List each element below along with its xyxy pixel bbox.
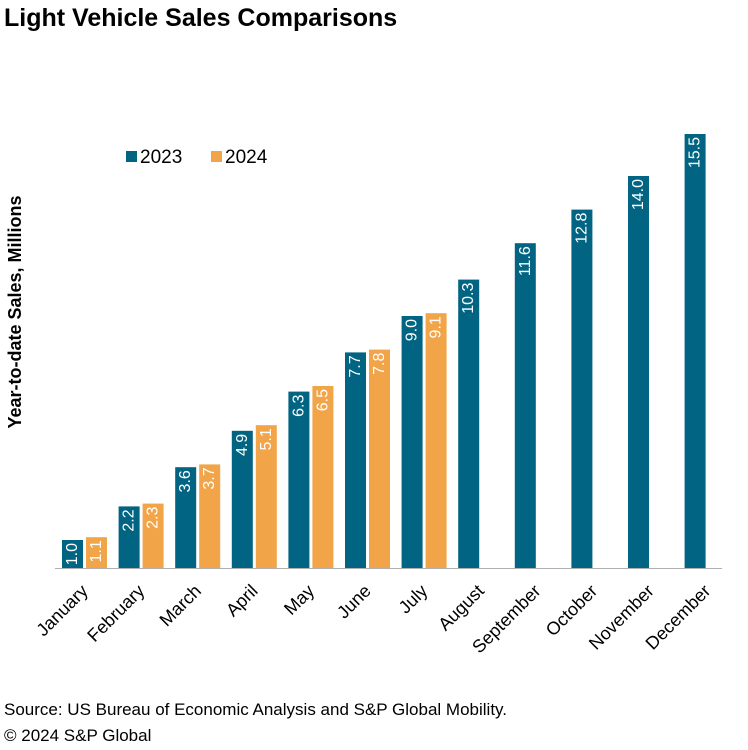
x-tick-april: April — [222, 581, 262, 621]
legend: 2023 2024 — [126, 147, 268, 168]
data-label-2023-august: 10.3 — [460, 282, 477, 313]
bar-2023-may — [288, 391, 310, 568]
legend-swatch-2023 — [126, 151, 137, 162]
data-label-2024-january: 1.1 — [88, 540, 105, 562]
bar-2023-september — [514, 243, 536, 568]
bars-group — [62, 134, 706, 568]
data-label-2023-november: 14.0 — [630, 179, 647, 210]
x-tick-february: February — [83, 581, 148, 646]
x-tick-july: July — [395, 581, 432, 618]
bar-2023-july — [401, 316, 423, 568]
bar-2023-june — [345, 352, 366, 568]
data-label-2023-july: 9.0 — [404, 319, 421, 341]
x-tick-march: March — [156, 581, 206, 631]
data-label-2023-april: 4.9 — [234, 434, 251, 456]
bar-2023-august — [458, 279, 480, 568]
data-label-2024-april: 5.1 — [258, 428, 275, 450]
data-label-2023-june: 7.7 — [347, 355, 364, 377]
data-label-2023-march: 3.6 — [177, 470, 194, 492]
legend-label-2024: 2024 — [225, 147, 268, 168]
data-label-2024-may: 6.5 — [314, 389, 331, 411]
legend-swatch-2024 — [211, 151, 222, 162]
bar-2023-november — [628, 176, 649, 568]
data-label-2023-september: 11.6 — [517, 246, 534, 276]
bar-2024-june — [369, 349, 390, 568]
x-tick-may: May — [280, 581, 318, 619]
data-label-2024-june: 7.8 — [371, 353, 388, 375]
data-label-2023-may: 6.3 — [290, 395, 307, 417]
data-label-2024-february: 2.3 — [145, 507, 162, 529]
data-label-2023-february: 2.2 — [121, 509, 138, 531]
bar-2024-january — [86, 537, 107, 568]
data-label-2024-march: 3.7 — [201, 467, 218, 489]
legend-label-2023: 2023 — [140, 147, 182, 168]
bar-2024-july — [425, 313, 447, 568]
copyright-note: © 2024 S&P Global — [4, 726, 152, 745]
data-label-2024-july: 9.1 — [428, 316, 445, 338]
x-tick-august: August — [434, 581, 488, 635]
bar-2023-april — [231, 430, 253, 568]
source-note: Source: US Bureau of Economic Analysis a… — [4, 700, 508, 719]
bar-2024-april — [255, 425, 277, 568]
chart-title: Light Vehicle Sales Comparisons — [4, 4, 398, 32]
x-tick-june: June — [333, 581, 375, 623]
data-label-2023-october: 12.8 — [573, 212, 590, 243]
chart: 1.0 1.1 2.2 2.3 3.6 3.7 4.9 5.1 6.3 6.5 7.7 7.8 9.0 9… — [5, 134, 722, 657]
bar-2023-december — [684, 134, 706, 568]
data-label-2023-december: 15.5 — [687, 137, 704, 168]
bar-2024-february — [142, 503, 164, 568]
bar-2023-march — [175, 467, 197, 568]
data-labels-group: 1.0 1.1 2.2 2.3 3.6 3.7 4.9 5.1 6.3 6.5 7.7 7.8 9.0 9… — [64, 137, 704, 565]
data-label-2023-january: 1.0 — [64, 543, 81, 565]
bar-2023-october — [571, 209, 593, 568]
bar-2023-february — [118, 506, 140, 568]
bar-2023-january — [62, 540, 83, 568]
bar-2024-march — [199, 464, 221, 568]
bar-2024-may — [312, 386, 334, 568]
y-axis-label: Year-to-date Sales, Millions — [5, 195, 25, 428]
